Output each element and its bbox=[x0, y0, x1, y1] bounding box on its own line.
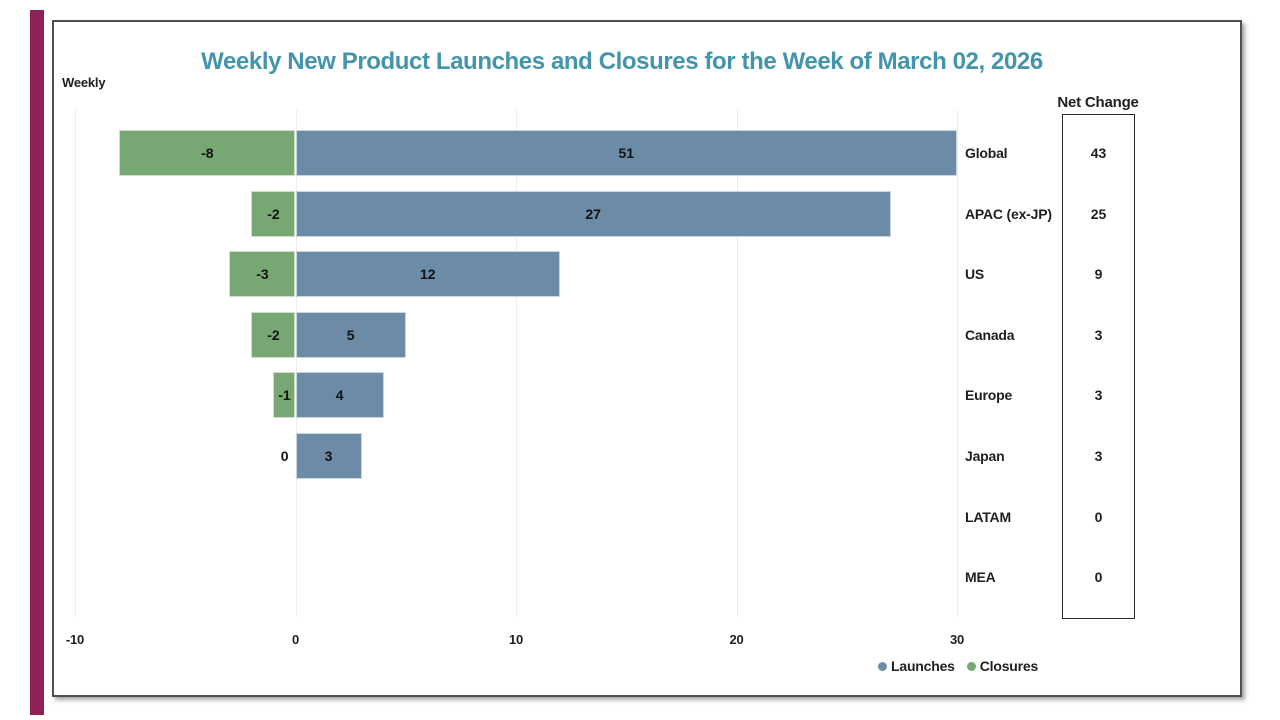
closures-zero-label: 0 bbox=[280, 448, 289, 464]
x-tick-label: 20 bbox=[729, 632, 744, 647]
left-accent-stripe bbox=[30, 10, 44, 715]
closures-bar: -3 bbox=[229, 251, 296, 298]
legend-item-closures: Closures bbox=[966, 658, 1039, 674]
category-label: Japan bbox=[965, 448, 1005, 464]
net-change-header: Net Change bbox=[1057, 94, 1139, 111]
legend-item-launches: Launches bbox=[878, 658, 955, 674]
category-label: MEA bbox=[965, 569, 996, 586]
x-gridline bbox=[75, 110, 76, 617]
launches-bar: 27 bbox=[295, 190, 891, 237]
chart-legend: Launches Closures bbox=[878, 658, 1038, 674]
closures-bar: -1 bbox=[273, 372, 296, 419]
net-change-value: 3 bbox=[1094, 448, 1103, 464]
legend-dot-icon bbox=[878, 661, 887, 671]
legend-label: Launches bbox=[891, 658, 955, 674]
net-change-value: 9 bbox=[1094, 266, 1103, 283]
plot-area: -10 0 10 20 30 -8 51 Global 43 -2 27 APAC (ex-JP) 25… bbox=[54, 22, 1240, 695]
launches-bar: 12 bbox=[295, 251, 561, 298]
net-change-value: 43 bbox=[1090, 145, 1107, 161]
launches-bar: 5 bbox=[295, 311, 406, 358]
x-tick-label: -10 bbox=[65, 632, 85, 647]
legend-dot-icon bbox=[966, 661, 976, 671]
category-label: US bbox=[965, 266, 985, 283]
chart-panel: Weekly Weekly New Product Launches and C… bbox=[52, 20, 1242, 697]
net-change-value: 0 bbox=[1094, 508, 1103, 525]
closures-bar: -2 bbox=[251, 311, 296, 358]
launches-bar: 4 bbox=[295, 372, 384, 419]
category-label: Europe bbox=[965, 387, 1013, 404]
weekly-corner-label: Weekly bbox=[62, 75, 106, 90]
net-change-value: 25 bbox=[1090, 205, 1107, 222]
launches-bar: 3 bbox=[295, 433, 362, 479]
legend-label: Closures bbox=[979, 658, 1039, 674]
category-label: Global bbox=[965, 145, 1008, 161]
x-tick-label: 30 bbox=[949, 632, 965, 647]
category-label: LATAM bbox=[965, 508, 1011, 525]
launches-bar: 51 bbox=[295, 130, 957, 176]
x-gridline bbox=[516, 110, 517, 617]
x-gridline bbox=[957, 110, 958, 617]
x-gridline bbox=[736, 110, 738, 617]
net-change-box bbox=[1062, 114, 1135, 619]
net-change-value: 3 bbox=[1094, 387, 1103, 404]
x-gridline bbox=[295, 110, 297, 617]
net-change-value: 3 bbox=[1094, 326, 1103, 343]
x-tick-label: 10 bbox=[508, 632, 524, 647]
closures-bar: -8 bbox=[119, 130, 296, 176]
closures-bar: -2 bbox=[251, 190, 296, 237]
chart-title: Weekly New Product Launches and Closures… bbox=[201, 48, 1043, 75]
net-change-value: 0 bbox=[1094, 569, 1103, 586]
category-label: APAC (ex-JP) bbox=[965, 205, 1052, 222]
x-tick-label: 0 bbox=[291, 632, 300, 647]
category-label: Canada bbox=[965, 326, 1015, 343]
